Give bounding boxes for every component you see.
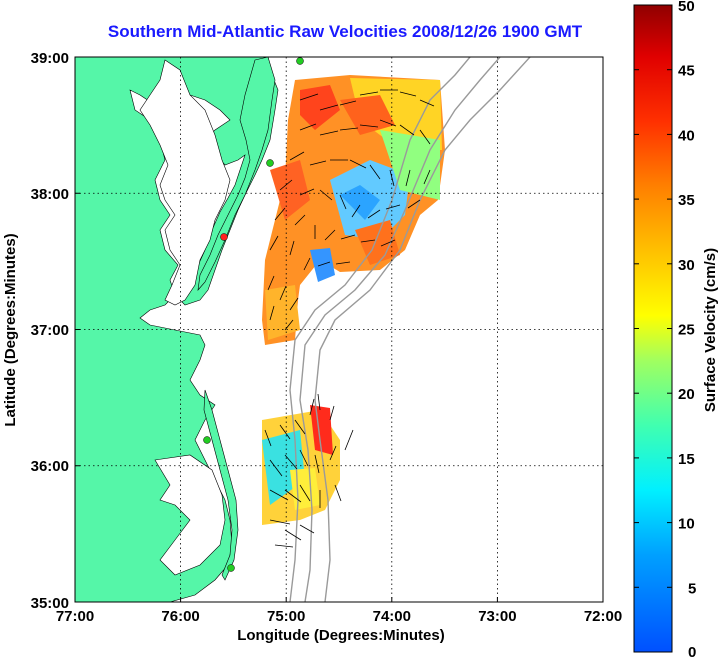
outer-banks (203, 389, 239, 581)
colorbar-ticks (634, 4, 672, 588)
station-marker (296, 57, 304, 65)
delmarva-peninsula (197, 57, 276, 291)
bathymetry-contours (289, 57, 531, 602)
station-marker (220, 233, 228, 241)
x-tick-label: 72:00 (584, 608, 622, 625)
station-marker (227, 564, 235, 572)
y-axis-label: Latitude (Degrees:Minutes) (2, 233, 19, 426)
x-tick-label: 73:00 (478, 608, 516, 625)
chesapeake-bay (139, 59, 231, 306)
colorbar-label: Surface Velocity (cm/s) (702, 248, 719, 412)
hf-radar-stations (203, 57, 304, 572)
y-tick-label: 35:00 (31, 595, 69, 612)
colorbar-tick-label: 50 (678, 0, 695, 15)
colorbar-tick-label: 45 (678, 63, 695, 80)
station-marker (266, 159, 274, 167)
x-tick-label: 74:00 (373, 608, 411, 625)
y-tick-label: 38:00 (31, 186, 69, 203)
colorbar-tick-label: 35 (678, 192, 695, 209)
colorbar-tick-label: 40 (678, 127, 695, 144)
x-tick-marks (74, 597, 604, 602)
colorbar-tick-label: 20 (678, 386, 695, 403)
colorbar-tick-label: 5 (688, 580, 696, 597)
colorbar-tick-label: 25 (678, 322, 695, 339)
colorbar (633, 4, 673, 653)
pamlico-sound (154, 454, 226, 576)
y-tick-label: 36:00 (31, 458, 69, 475)
y-tick-marks (75, 56, 80, 603)
y-tick-label: 37:00 (31, 322, 69, 339)
colorbar-tick-label: 30 (678, 257, 695, 274)
colorbar-tick-label: 0 (688, 644, 696, 659)
colorbar-tick-label: 10 (678, 516, 695, 533)
current-vectors (264, 89, 435, 548)
grid-lines (75, 57, 603, 602)
x-tick-label: 75:00 (267, 608, 305, 625)
x-axis-label: Longitude (Degrees:Minutes) (237, 627, 445, 644)
station-marker (203, 436, 211, 444)
map-title: Southern Mid-Atlantic Raw Velocities 200… (107, 22, 583, 41)
y-tick-label: 39:00 (31, 50, 69, 67)
x-tick-label: 76:00 (161, 608, 199, 625)
colorbar-tick-label: 15 (678, 451, 695, 468)
x-tick-label: 77:00 (56, 608, 94, 625)
